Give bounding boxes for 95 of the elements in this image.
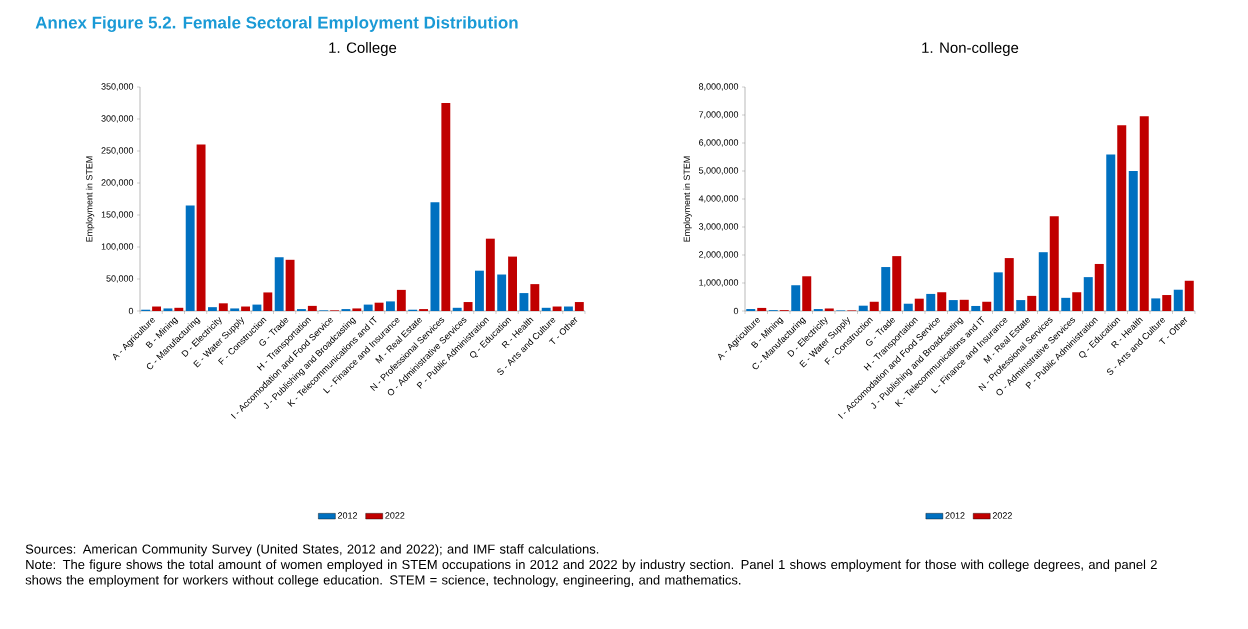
bar <box>163 308 173 311</box>
bar <box>263 292 273 311</box>
bar <box>152 306 162 311</box>
legend-label: 2012 <box>338 512 358 519</box>
bar <box>1162 295 1172 311</box>
bar <box>385 301 395 311</box>
bar <box>352 308 362 311</box>
y-tick-label: 1,000,000 <box>699 279 739 287</box>
bar <box>858 305 868 311</box>
bar <box>463 302 473 311</box>
bar <box>824 308 834 311</box>
bar <box>218 303 228 311</box>
y-tick-label: 150,000 <box>101 211 134 219</box>
bar <box>285 259 295 311</box>
bar <box>1027 295 1037 311</box>
y-tick-label: 4,000,000 <box>698 195 739 203</box>
bar <box>230 308 240 311</box>
bar <box>274 257 284 311</box>
bar <box>1004 258 1014 311</box>
bar <box>1061 297 1071 311</box>
legend-label: 2022 <box>992 512 1012 519</box>
bar <box>802 276 812 311</box>
bar <box>903 303 913 311</box>
bar <box>497 274 507 311</box>
bar <box>252 304 262 311</box>
bar <box>174 307 184 311</box>
bar <box>574 302 584 311</box>
bar <box>196 144 206 311</box>
bar <box>1106 154 1116 311</box>
bar <box>396 289 406 311</box>
bar <box>307 305 317 311</box>
bar <box>1117 125 1127 311</box>
bar <box>959 299 969 311</box>
y-axis-title: Employment in STEM <box>85 156 95 242</box>
bar <box>441 103 451 311</box>
text: Note: The figure shows the total amount of women employed in STEM occupations in 2012 and 2022 by industry section. Panel 1 shows employment for those with college degrees, and panel 2 shows the employment for workers without college education. STEM = science, technology, engineering, and mathematics. <box>25 559 1157 588</box>
y-tick-label: 5,000,000 <box>698 167 739 175</box>
y-axis-title: Employment in STEM <box>683 156 692 242</box>
bar <box>982 301 992 311</box>
legend-label: 2012 <box>945 512 965 519</box>
bar <box>869 301 879 311</box>
legend-label: 2022 <box>385 512 405 519</box>
bar <box>881 267 891 311</box>
y-tick-label: 0 <box>733 307 739 315</box>
bar <box>914 298 924 311</box>
bar <box>1083 277 1093 311</box>
bar <box>1184 280 1194 311</box>
bar <box>1072 292 1082 311</box>
bar <box>541 307 551 311</box>
bar <box>241 306 251 311</box>
y-tick-label: 50,000 <box>106 275 134 283</box>
bar <box>552 306 562 311</box>
bar <box>363 304 373 311</box>
bar <box>485 238 495 311</box>
bar <box>207 307 217 311</box>
bar <box>508 256 518 311</box>
y-tick-label: 200,000 <box>101 179 134 187</box>
bar <box>757 307 767 311</box>
y-tick-label: 6,000,000 <box>699 139 739 147</box>
y-tick-label: 7,000,000 <box>699 111 739 119</box>
bar <box>971 305 981 311</box>
bar <box>1094 263 1104 311</box>
y-tick-label: 250,000 <box>101 147 134 155</box>
y-tick-label: 8,000,000 <box>698 83 739 91</box>
bar <box>185 205 195 311</box>
bar <box>926 293 936 311</box>
y-tick-label: 3,000,000 <box>698 223 739 231</box>
bar <box>1151 298 1161 311</box>
chart-title: Annex Figure 5.2. Female Sectoral Employment Distribution <box>35 16 518 32</box>
bar <box>519 293 529 311</box>
bar <box>452 307 462 311</box>
bar <box>791 285 801 311</box>
y-tick-label: 300,000 <box>101 115 134 123</box>
bar <box>563 306 573 311</box>
bar <box>1139 116 1149 311</box>
y-tick-label: 100,000 <box>101 243 134 251</box>
bar <box>948 300 958 311</box>
bar <box>1173 289 1183 311</box>
bar <box>430 202 440 311</box>
bar <box>892 256 902 311</box>
chart-subtitle: 1. College <box>329 42 397 56</box>
bar <box>993 272 1003 311</box>
bar <box>530 284 540 311</box>
bar <box>1128 171 1138 311</box>
y-tick-label: 0 <box>128 307 134 315</box>
bar <box>937 292 947 311</box>
bar <box>1016 300 1026 311</box>
bar <box>474 270 484 311</box>
chart-subtitle: 1. Non-college <box>922 42 1019 56</box>
y-tick-label: 350,000 <box>101 83 134 91</box>
y-tick-label: 2,000,000 <box>699 251 739 259</box>
source-note: Sources: American Community Survey (United States, 2012 and 2022); and IMF staff calculations. <box>25 544 599 557</box>
bar <box>1038 252 1048 311</box>
bar <box>1049 216 1059 311</box>
bar <box>374 302 384 311</box>
